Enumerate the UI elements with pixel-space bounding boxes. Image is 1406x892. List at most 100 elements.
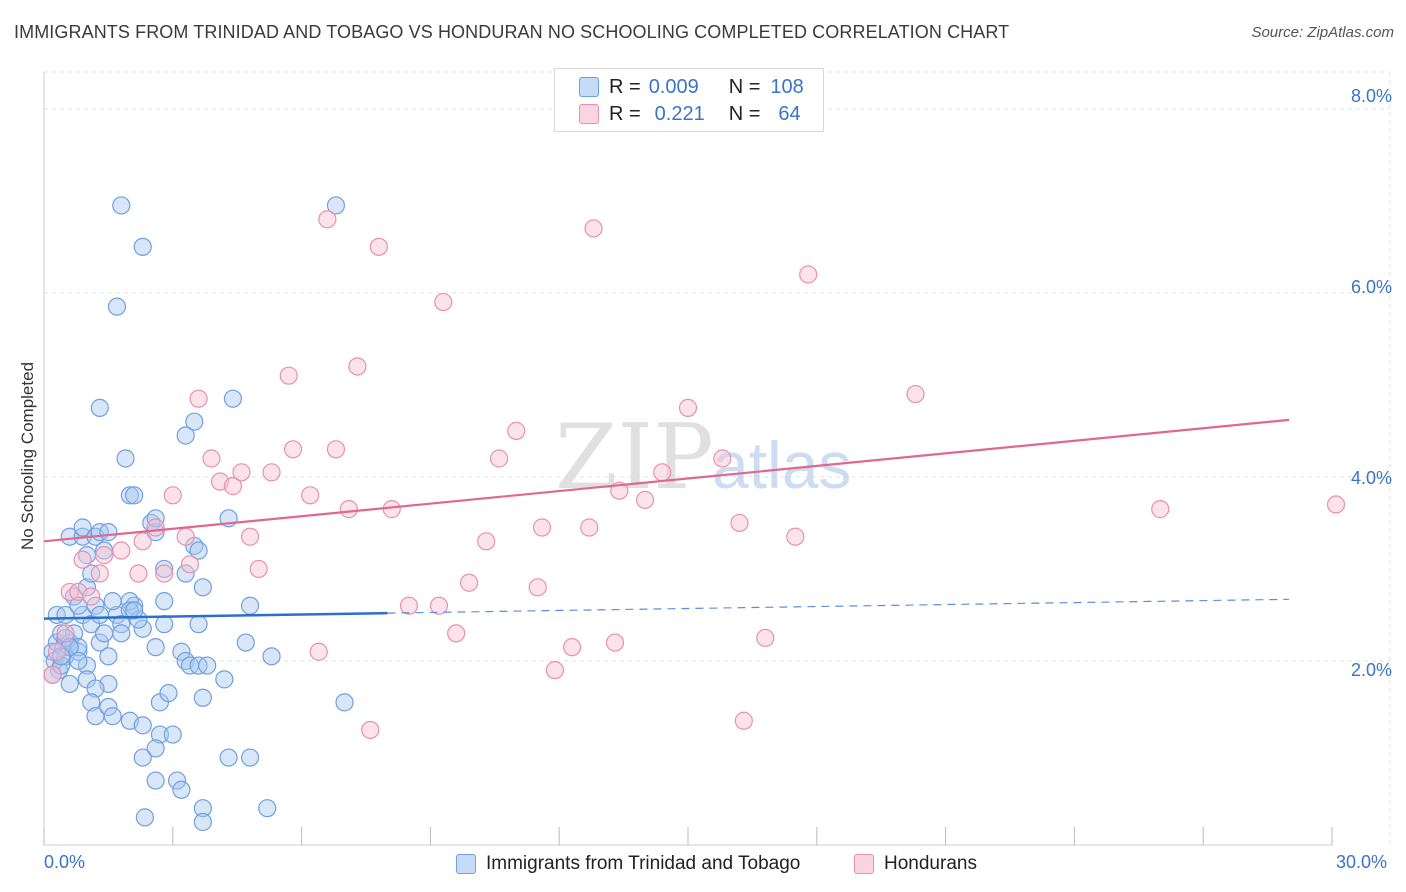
honduran-point	[326, 440, 346, 459]
legend-n-value-honduran: 64	[778, 102, 801, 125]
trinidad-point	[198, 656, 217, 675]
trinidad-point	[163, 725, 182, 744]
honduran-point	[202, 449, 221, 468]
trinidad-point	[155, 615, 174, 634]
bottom-legend-label-trinidad: Immigrants from Trinidad and Tobago	[486, 853, 801, 874]
honduran-point	[734, 711, 753, 730]
legend-row-honduran: R = 0.221 N = 64	[579, 101, 801, 127]
honduran-point	[249, 559, 268, 579]
chart-title: IMMIGRANTS FROM TRINIDAD AND TOBAGO VS H…	[14, 22, 1010, 42]
honduran-point	[163, 486, 182, 505]
honduran-point	[382, 500, 401, 519]
trinidad-point	[262, 647, 281, 666]
trinidad-point	[146, 638, 165, 657]
legend-swatch-honduran	[579, 104, 599, 124]
honduran-point	[532, 518, 552, 537]
legend-r-label: R =	[609, 75, 641, 98]
trinidad-trend-extension	[387, 598, 1290, 614]
trinidad-point	[69, 651, 88, 671]
trinidad-point	[155, 592, 174, 611]
trinidad-point	[240, 596, 260, 615]
x-tick-max: 30.0%	[1336, 852, 1388, 872]
trinidad-point	[95, 624, 114, 643]
trinidad-point	[189, 541, 208, 560]
trinidad-point	[73, 518, 92, 537]
honduran-point	[82, 587, 101, 606]
source-credit: Source: ZipAtlas.com	[1251, 24, 1394, 41]
honduran-point	[318, 210, 337, 229]
legend-row-trinidad: R = 0.009 N = 108	[579, 74, 804, 100]
trinidad-point	[125, 486, 144, 505]
honduran-point	[180, 555, 200, 574]
trinidad-point	[86, 596, 105, 615]
trinidad-point	[86, 679, 105, 698]
honduran-point	[545, 661, 565, 680]
honduran-point	[507, 421, 526, 440]
honduran-point	[906, 384, 925, 404]
trinidad-point	[223, 389, 243, 408]
honduran-point	[434, 292, 453, 312]
honduran-point	[56, 624, 75, 643]
trinidad-point	[82, 693, 101, 712]
trinidad-point	[90, 398, 109, 417]
honduran-point	[189, 389, 208, 408]
trinidad-point	[116, 449, 135, 468]
trinidad-point	[193, 578, 212, 597]
y-tick-2: 2.0%	[1350, 660, 1392, 680]
y-tick-4: 4.0%	[1350, 468, 1392, 488]
honduran-point	[653, 463, 672, 482]
trinidad-point	[120, 601, 139, 620]
trinidad-point	[125, 601, 144, 620]
watermark: ZIP atlas	[555, 405, 851, 510]
trinidad-point	[176, 426, 195, 445]
honduran-point	[90, 564, 109, 583]
trinidad-point	[150, 725, 170, 744]
honduran-point	[678, 398, 698, 417]
trinidad-point	[77, 578, 97, 597]
trinidad-point	[146, 509, 165, 528]
legend-n-label: N =	[728, 75, 761, 98]
trinidad-point	[159, 684, 178, 703]
honduran-point	[155, 564, 174, 583]
trinidad-point	[146, 739, 165, 758]
trinidad-point	[120, 486, 139, 505]
trinidad-point	[176, 564, 195, 583]
honduran-point	[580, 518, 599, 537]
bottom-legend-honduran: Hondurans	[854, 851, 977, 877]
honduran-trend-line	[43, 418, 1290, 543]
honduran-point	[112, 541, 131, 560]
trinidad-point	[133, 748, 152, 767]
honduran-point	[713, 449, 732, 468]
trinidad-point	[99, 697, 118, 717]
correlation-legend: R = 0.009 N = 108 R = 0.221 N = 64	[554, 68, 824, 132]
x-tick-min: 0.0%	[44, 852, 86, 872]
honduran-point	[605, 633, 625, 652]
trinidad-point	[335, 693, 354, 712]
trend-lines	[43, 418, 1290, 620]
trinidad-point	[193, 799, 212, 818]
honduran-point	[133, 532, 152, 551]
honduran-point	[1151, 500, 1170, 519]
honduran-point	[339, 500, 358, 519]
honduran-point	[584, 219, 603, 238]
honduran-point	[489, 449, 509, 468]
bottom-legend-label-honduran: Hondurans	[884, 853, 977, 874]
honduran-point	[301, 486, 320, 505]
trinidad-point	[172, 642, 191, 661]
honduran-point	[399, 596, 419, 615]
watermark-zip: ZIP	[555, 405, 714, 510]
honduran-point	[730, 513, 749, 533]
trinidad-point	[326, 196, 346, 215]
honduran-point	[635, 490, 655, 510]
trinidad-point	[155, 559, 174, 579]
y-tick-6: 6.0%	[1350, 277, 1392, 297]
legend-r-value-honduran: 0.221	[654, 102, 705, 125]
honduran-point	[361, 720, 380, 740]
trinidad-point	[193, 688, 212, 707]
honduran-point	[129, 564, 148, 583]
trinidad-point	[236, 633, 255, 652]
trinidad-point	[60, 674, 79, 694]
trinidad-point	[135, 808, 154, 827]
trinidad-point	[99, 647, 118, 666]
